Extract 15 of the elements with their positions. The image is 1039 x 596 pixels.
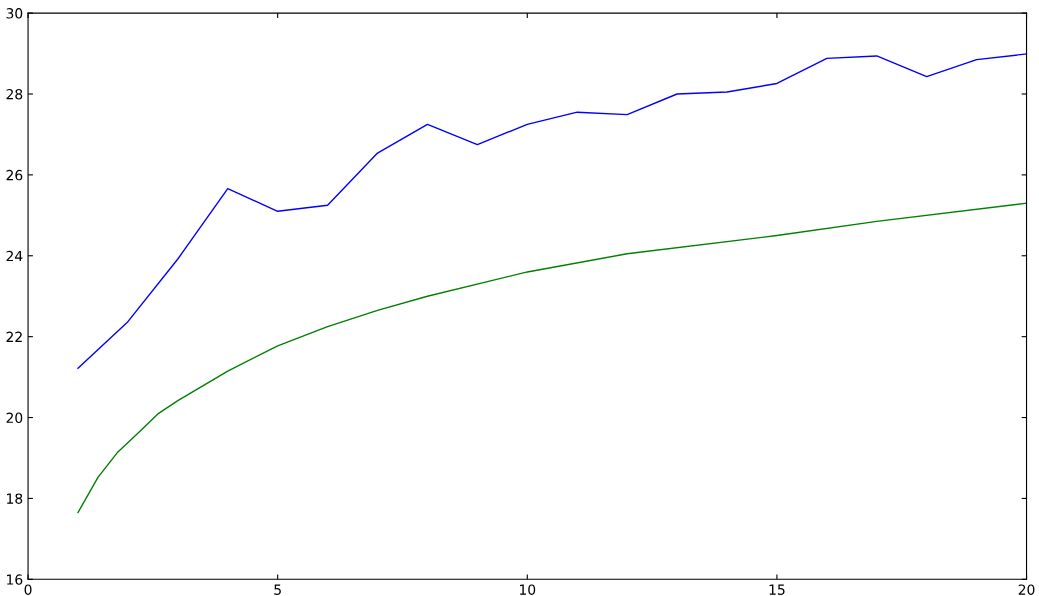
y-tick-label: 16 <box>7 574 23 585</box>
y-tick-label: 20 <box>6 412 23 424</box>
line-series <box>77 202 1027 514</box>
x-tick-label: 15 <box>769 584 785 595</box>
y-tick-label: 26 <box>6 169 23 181</box>
x-tick-label: 5 <box>274 584 281 595</box>
y-tick-label: 28 <box>6 88 23 100</box>
y-tick-label: 30 <box>6 8 23 19</box>
line-series <box>77 53 1027 369</box>
y-tick-label: 24 <box>6 250 23 262</box>
x-tick-label: 10 <box>519 584 536 595</box>
y-tick-label: 18 <box>7 493 23 504</box>
x-tick-label: 0 <box>24 584 32 595</box>
x-tick-label: 20 <box>1018 584 1035 595</box>
y-tick-label: 22 <box>6 331 22 342</box>
